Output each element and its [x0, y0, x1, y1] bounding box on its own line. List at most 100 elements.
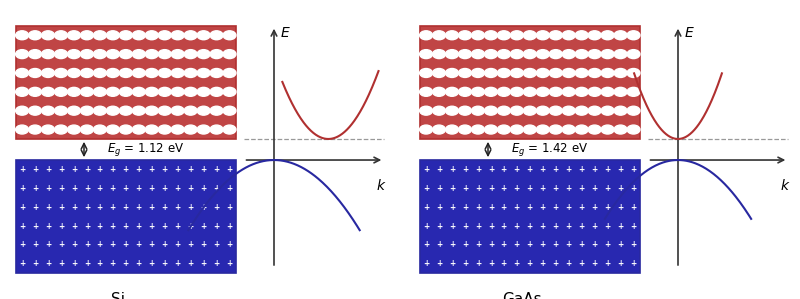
Circle shape [627, 87, 640, 96]
Text: +: + [97, 259, 103, 268]
Circle shape [458, 125, 471, 134]
Circle shape [433, 68, 446, 77]
Text: +: + [578, 184, 585, 193]
Text: +: + [136, 184, 142, 193]
Text: +: + [32, 203, 38, 212]
Text: +: + [462, 165, 468, 174]
Circle shape [184, 87, 197, 96]
Text: +: + [553, 240, 559, 249]
Text: +: + [566, 222, 572, 231]
Circle shape [420, 31, 433, 40]
Text: +: + [578, 203, 585, 212]
Circle shape [54, 68, 67, 77]
Text: +: + [566, 203, 572, 212]
Text: +: + [58, 184, 64, 193]
Circle shape [523, 68, 536, 77]
Text: +: + [462, 222, 468, 231]
Circle shape [433, 106, 446, 115]
Circle shape [210, 68, 223, 77]
Circle shape [54, 50, 67, 59]
Circle shape [158, 68, 171, 77]
Circle shape [106, 50, 119, 59]
Text: +: + [462, 184, 468, 193]
Text: +: + [97, 184, 103, 193]
Circle shape [420, 68, 433, 77]
Circle shape [132, 87, 146, 96]
Text: +: + [149, 259, 155, 268]
Circle shape [94, 31, 106, 40]
Circle shape [197, 125, 210, 134]
Text: +: + [618, 259, 624, 268]
Circle shape [562, 87, 575, 96]
Text: +: + [488, 184, 494, 193]
Bar [420, 26, 640, 139]
Circle shape [223, 87, 236, 96]
Circle shape [588, 87, 601, 96]
Circle shape [132, 106, 146, 115]
Circle shape [601, 87, 614, 96]
Text: +: + [618, 240, 624, 249]
Circle shape [458, 106, 471, 115]
Circle shape [29, 125, 42, 134]
Text: $k$: $k$ [376, 179, 386, 193]
Circle shape [523, 87, 536, 96]
Circle shape [550, 87, 562, 96]
Circle shape [132, 125, 146, 134]
Text: +: + [201, 259, 206, 268]
Text: +: + [84, 259, 90, 268]
Circle shape [562, 125, 575, 134]
Circle shape [588, 50, 601, 59]
Bar [16, 160, 236, 273]
Text: +: + [226, 184, 233, 193]
Circle shape [119, 50, 132, 59]
Text: +: + [488, 165, 494, 174]
Text: +: + [214, 165, 220, 174]
Bar [420, 160, 640, 273]
Text: +: + [618, 203, 624, 212]
Circle shape [498, 31, 510, 40]
Text: +: + [71, 240, 77, 249]
Circle shape [184, 50, 197, 59]
Circle shape [510, 68, 523, 77]
Circle shape [510, 50, 523, 59]
Circle shape [471, 106, 485, 115]
Circle shape [81, 31, 94, 40]
Circle shape [575, 87, 588, 96]
Circle shape [523, 31, 536, 40]
Circle shape [485, 68, 498, 77]
Circle shape [575, 125, 588, 134]
Circle shape [158, 31, 171, 40]
Text: +: + [162, 222, 168, 231]
Text: +: + [514, 203, 520, 212]
Circle shape [446, 31, 458, 40]
Text: $E_g$ = 1.12 eV: $E_g$ = 1.12 eV [107, 141, 184, 158]
Text: +: + [201, 240, 206, 249]
Text: +: + [32, 184, 38, 193]
Text: +: + [71, 184, 77, 193]
Text: +: + [45, 203, 51, 212]
Text: +: + [475, 240, 481, 249]
Circle shape [16, 50, 29, 59]
Circle shape [29, 87, 42, 96]
Text: +: + [578, 165, 585, 174]
Text: +: + [526, 259, 533, 268]
Text: +: + [214, 259, 220, 268]
Text: $E_g$ = 1.42 eV: $E_g$ = 1.42 eV [511, 141, 588, 158]
Text: +: + [214, 240, 220, 249]
Text: +: + [605, 259, 610, 268]
Circle shape [210, 106, 223, 115]
Circle shape [420, 125, 433, 134]
Text: +: + [449, 165, 455, 174]
Circle shape [614, 87, 627, 96]
Circle shape [67, 125, 81, 134]
Circle shape [42, 31, 54, 40]
Text: +: + [488, 240, 494, 249]
Circle shape [223, 50, 236, 59]
Circle shape [132, 50, 146, 59]
Circle shape [420, 50, 433, 59]
Circle shape [458, 31, 471, 40]
Circle shape [627, 50, 640, 59]
Text: +: + [45, 222, 51, 231]
Text: +: + [214, 222, 220, 231]
Circle shape [601, 31, 614, 40]
